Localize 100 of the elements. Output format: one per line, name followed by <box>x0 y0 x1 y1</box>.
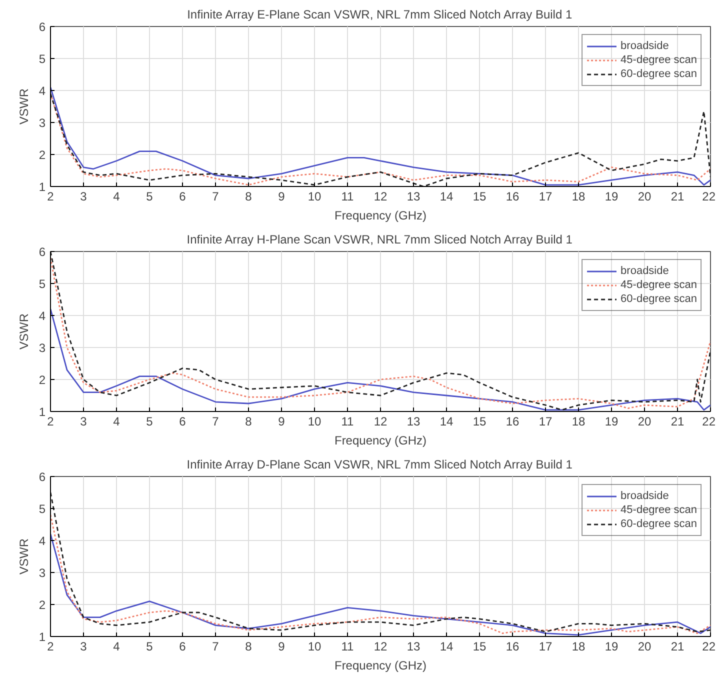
x-tick-label: 13 <box>406 414 420 428</box>
x-tick-label: 9 <box>278 640 286 654</box>
y-tick-label: 5 <box>38 277 46 291</box>
x-tick-label: 22 <box>702 190 716 204</box>
x-tick-label: 9 <box>278 414 286 428</box>
x-tick-label: 19 <box>604 640 618 654</box>
x-tick-label: 15 <box>472 190 486 204</box>
x-tick-label: 6 <box>179 190 186 204</box>
x-tick-label: 17 <box>538 640 552 654</box>
legend-label: 45-degree scan <box>620 53 697 67</box>
x-tick-label: 18 <box>572 190 586 204</box>
x-tick-label: 11 <box>341 190 354 204</box>
y-tick-label: 4 <box>38 534 46 548</box>
y-tick-label: 4 <box>38 84 46 98</box>
chart-title: Infinite Array D-Plane Scan VSWR, NRL 7mm Sliced Notch Array Build 1 <box>186 458 573 472</box>
legend-label: 45-degree scan <box>620 503 697 517</box>
x-tick-label: 2 <box>47 414 54 428</box>
y-tick-label: 2 <box>38 148 46 162</box>
x-tick-label: 9 <box>278 190 286 204</box>
x-tick-label: 5 <box>146 190 154 204</box>
x-tick-label: 21 <box>670 414 684 428</box>
x-tick-label: 3 <box>80 414 88 428</box>
x-tick-label: 14 <box>440 640 454 654</box>
x-tick-label: 21 <box>670 190 684 204</box>
x-tick-label: 2 <box>47 640 54 654</box>
legend-label: 45-degree scan <box>620 278 697 292</box>
x-tick-label: 15 <box>472 414 486 428</box>
y-tick-label: 2 <box>38 373 46 387</box>
x-tick-label: 19 <box>604 190 618 204</box>
x-tick-label: 21 <box>670 640 684 654</box>
legend-label: 60-degree scan <box>620 292 697 306</box>
x-tick-label: 17 <box>538 190 552 204</box>
x-tick-label: 13 <box>406 640 420 654</box>
x-tick-label: 3 <box>80 190 88 204</box>
y-tick-label: 5 <box>38 502 46 516</box>
y-tick-label: 3 <box>38 341 46 355</box>
x-tick-label: 12 <box>374 414 388 428</box>
x-tick-label: 7 <box>212 640 220 654</box>
x-tick-label: 11 <box>341 414 354 428</box>
y-tick-label: 1 <box>38 630 46 644</box>
x-tick-label: 4 <box>113 190 120 204</box>
x-tick-label: 3 <box>80 640 88 654</box>
x-axis-title: Frequency (GHz) <box>334 434 427 448</box>
x-tick-label: 11 <box>341 640 354 654</box>
x-tick-label: 7 <box>212 414 220 428</box>
y-axis-title: VSWR <box>16 538 31 574</box>
x-tick-label: 20 <box>638 414 652 428</box>
x-tick-label: 22 <box>702 640 716 654</box>
x-tick-label: 13 <box>406 190 420 204</box>
y-tick-label: 6 <box>38 470 46 484</box>
x-axis-title: Frequency (GHz) <box>334 208 427 222</box>
x-tick-label: 5 <box>146 640 154 654</box>
y-axis-title: VSWR <box>16 313 31 350</box>
x-tick-label: 10 <box>308 640 322 654</box>
legend-label: 60-degree scan <box>620 67 697 81</box>
x-tick-label: 19 <box>604 414 618 428</box>
x-tick-label: 2 <box>47 190 54 204</box>
x-tick-label: 5 <box>146 414 154 428</box>
x-tick-label: 18 <box>572 414 586 428</box>
y-tick-label: 6 <box>38 20 46 34</box>
x-tick-label: 7 <box>212 190 220 204</box>
x-tick-label: 16 <box>506 414 520 428</box>
x-tick-label: 10 <box>308 414 322 428</box>
chart-title: Infinite Array H-Plane Scan VSWR, NRL 7mm Sliced Notch Array Build 1 <box>186 232 573 246</box>
x-tick-label: 18 <box>572 640 586 654</box>
x-tick-label: 16 <box>506 190 520 204</box>
legend-label: broadside <box>620 264 669 278</box>
y-tick-label: 3 <box>38 566 46 580</box>
y-tick-label: 1 <box>38 180 46 194</box>
x-tick-label: 14 <box>440 190 454 204</box>
x-tick-label: 20 <box>638 190 652 204</box>
legend-label: broadside <box>620 489 669 503</box>
x-tick-label: 12 <box>374 640 388 654</box>
y-tick-label: 1 <box>38 405 46 419</box>
y-tick-label: 6 <box>38 245 46 259</box>
x-tick-label: 20 <box>638 640 652 654</box>
x-tick-label: 8 <box>245 640 252 654</box>
y-tick-label: 2 <box>38 598 46 612</box>
x-tick-label: 8 <box>245 190 252 204</box>
y-tick-label: 3 <box>38 116 46 130</box>
line-series <box>50 492 710 632</box>
chart-title: Infinite Array E-Plane Scan VSWR, NRL 7mm Sliced Notch Array Build 1 <box>187 8 572 22</box>
x-tick-label: 10 <box>308 190 322 204</box>
y-axis-title: VSWR <box>16 88 31 124</box>
x-tick-label: 14 <box>440 414 454 428</box>
x-tick-label: 4 <box>113 640 120 654</box>
line-series <box>50 514 710 634</box>
x-tick-label: 16 <box>506 640 520 654</box>
x-tick-label: 8 <box>245 414 252 428</box>
x-tick-label: 17 <box>538 414 552 428</box>
legend-label: 60-degree scan <box>620 517 697 531</box>
x-tick-label: 15 <box>472 640 486 654</box>
legend-label: broadside <box>620 39 669 53</box>
x-tick-label: 22 <box>702 414 716 428</box>
x-tick-label: 6 <box>179 640 186 654</box>
x-tick-label: 12 <box>374 190 388 204</box>
x-tick-label: 4 <box>113 414 120 428</box>
x-axis-title: Frequency (GHz) <box>334 658 427 672</box>
y-tick-label: 5 <box>38 52 46 66</box>
x-tick-label: 6 <box>179 414 186 428</box>
